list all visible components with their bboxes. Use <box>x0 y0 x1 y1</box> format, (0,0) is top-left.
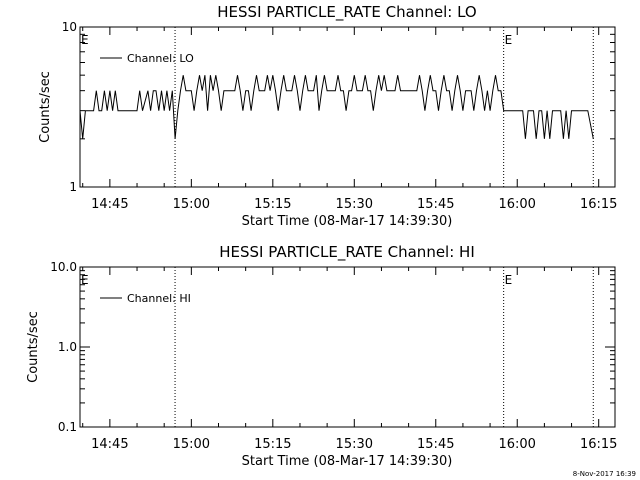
y-tick-label: 1.0 <box>58 340 77 354</box>
x-tick-label: 14:45 <box>91 437 128 452</box>
panel-hi-plot-frame <box>79 266 616 428</box>
panel-lo-ticks: 14:45 15:00 15:15 15:30 15:45 16:00 16:15 1 10 <box>62 20 618 212</box>
x-tick-label: 15:30 <box>336 437 373 452</box>
panel-hi-title: HESSI PARTICLE_RATE Channel: HI <box>219 243 475 262</box>
x-tick-label: 16:00 <box>498 437 535 452</box>
x-tick-label: 15:45 <box>417 437 454 452</box>
panel-hi-legend: Channel: HI <box>100 292 191 305</box>
y-tick-label: 0.1 <box>58 420 77 434</box>
footer-timestamp: 8-Nov-2017 16:39 <box>573 470 636 478</box>
x-tick-label: 15:15 <box>254 197 291 212</box>
panel-lo-legend-label: Channel: LO <box>127 52 194 65</box>
panel-lo-plot-frame <box>79 26 616 188</box>
y-tick-label: 1 <box>69 180 77 194</box>
panel-lo-xlabel: Start Time (08-Mar-17 14:39:30) <box>242 214 453 229</box>
flag-label: E <box>81 273 89 287</box>
x-tick-label: 16:15 <box>580 437 617 452</box>
x-tick-label: 15:45 <box>417 197 454 212</box>
panel-lo: HESSI PARTICLE_RATE Channel: LO 14:45 15:… <box>38 3 617 229</box>
panel-hi-xlabel: Start Time (08-Mar-17 14:39:30) <box>242 454 453 469</box>
x-tick-label: 15:00 <box>173 197 210 212</box>
panel-lo-legend: Channel: LO <box>100 52 194 65</box>
panel-lo-ylabel: Counts/sec <box>38 71 53 143</box>
panel-hi: HESSI PARTICLE_RATE Channel: HI 14:45 15:… <box>26 243 617 469</box>
y-tick-label: 10.0 <box>50 260 77 274</box>
panel-lo-title: HESSI PARTICLE_RATE Channel: LO <box>217 3 476 22</box>
y-tick-label: 10 <box>62 20 77 34</box>
panel-lo-vlines <box>174 27 594 187</box>
panel-hi-vlines <box>174 267 594 427</box>
x-tick-label: 15:30 <box>336 197 373 212</box>
flag-label: E <box>505 33 513 47</box>
flag-label: E <box>505 273 513 287</box>
panel-hi-legend-label: Channel: HI <box>127 292 191 305</box>
x-tick-label: 15:15 <box>254 437 291 452</box>
panel-hi-ticks: 14:45 15:00 15:15 15:30 15:45 16:00 16:15 0.1 1.… <box>50 260 617 452</box>
panel-hi-ylabel: Counts/sec <box>26 311 41 383</box>
x-tick-label: 14:45 <box>91 197 128 212</box>
series-line-channel-lo <box>79 75 594 139</box>
panel-lo-series <box>79 75 594 139</box>
x-tick-label: 16:15 <box>580 197 617 212</box>
flag-label: E <box>81 33 89 47</box>
x-tick-label: 16:00 <box>498 197 535 212</box>
x-tick-label: 15:00 <box>173 437 210 452</box>
